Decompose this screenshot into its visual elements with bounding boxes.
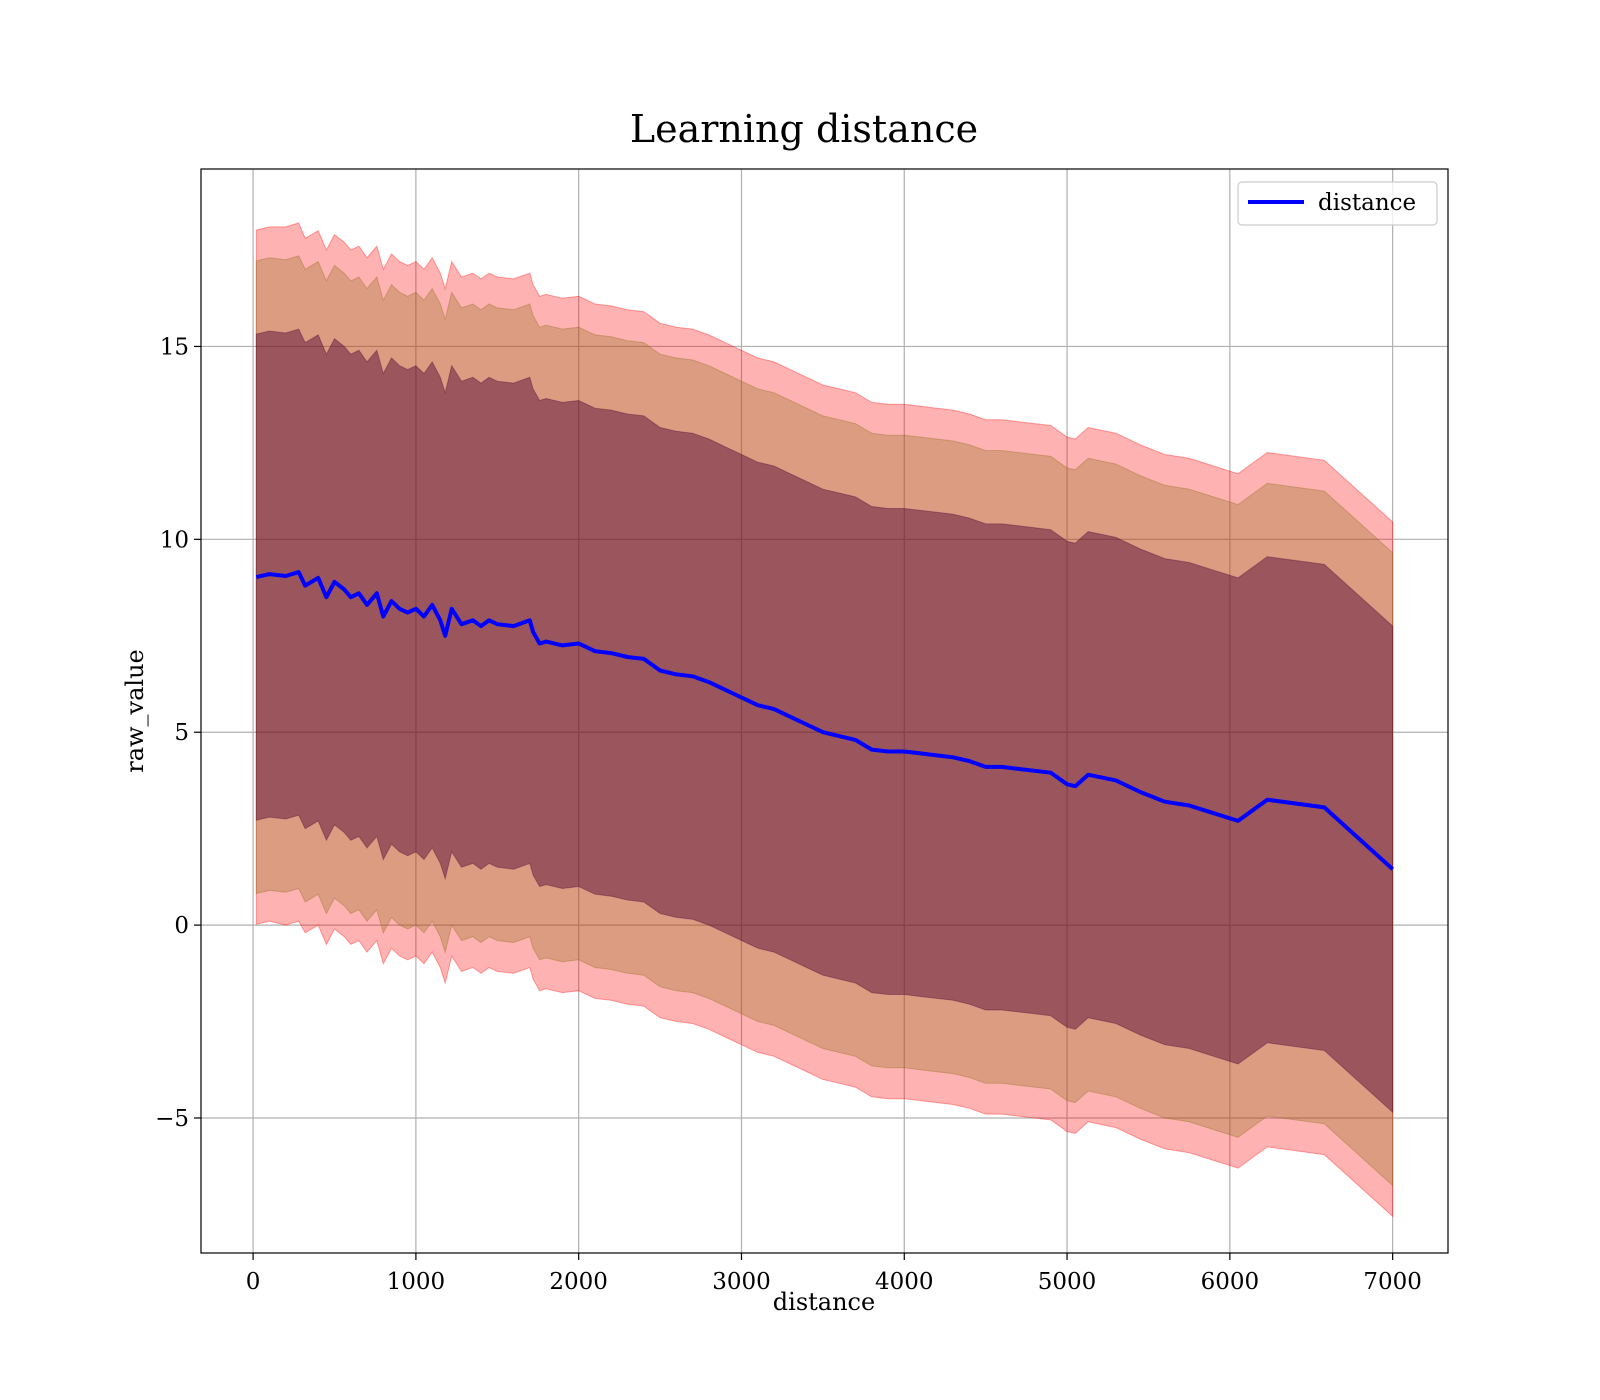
x-axis-label: distance [773, 1288, 875, 1316]
x-tick-label: 7000 [1363, 1269, 1422, 1295]
series-line-distance [255, 570, 1395, 871]
x-tick-label: 1000 [387, 1269, 446, 1295]
confidence-band [255, 222, 1394, 1218]
y-tick-label: 5 [174, 720, 189, 746]
confidence-band [255, 255, 1394, 1187]
confidence-band [255, 328, 1394, 1114]
x-tick-label: 6000 [1201, 1269, 1260, 1295]
x-tick-label: 5000 [1038, 1269, 1097, 1295]
x-tick-label: 2000 [549, 1269, 608, 1295]
y-tick-label: −5 [155, 1106, 189, 1132]
x-tick-label: 4000 [875, 1269, 934, 1295]
chart-title: Learning distance [630, 107, 978, 151]
legend-label-distance: distance [1318, 190, 1416, 216]
line-layer [255, 570, 1395, 871]
legend-box [1237, 181, 1438, 226]
y-tick-label: 0 [174, 913, 189, 939]
tick-layer: 0 1000 2000 3000 4000 5000 6000 7000 −5 0 5 10 15 [155, 334, 1422, 1295]
band-layer [255, 222, 1394, 1218]
x-tick-label: 0 [246, 1269, 261, 1295]
y-axis-label: raw_value [121, 649, 149, 773]
y-tick-label: 15 [160, 334, 189, 360]
legend: distance [1237, 181, 1438, 226]
y-tick-label: 10 [160, 527, 189, 553]
x-tick-label: 3000 [712, 1269, 771, 1295]
plot-frame [200, 168, 1449, 1254]
